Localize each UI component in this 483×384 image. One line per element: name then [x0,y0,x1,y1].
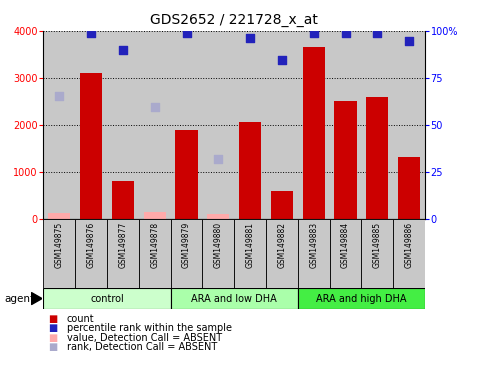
Text: agent: agent [5,293,35,304]
Point [405,38,413,44]
Bar [107,219,139,288]
Bar [266,219,298,288]
Text: GSM149883: GSM149883 [309,222,318,268]
Bar [112,181,134,219]
Text: GSM149882: GSM149882 [277,222,286,268]
Text: ARA and low DHA: ARA and low DHA [191,293,277,304]
Text: GSM149877: GSM149877 [118,222,128,268]
Bar [75,219,107,288]
Point [87,30,95,36]
Point [214,156,222,162]
Bar [361,219,393,288]
Text: ARA and high DHA: ARA and high DHA [316,293,407,304]
Text: count: count [67,314,94,324]
Bar [298,219,330,288]
Text: GSM149881: GSM149881 [246,222,255,268]
Point [183,30,190,36]
Bar [43,288,170,309]
Bar [298,288,425,309]
Bar [43,219,75,288]
Text: GSM149875: GSM149875 [55,222,64,268]
Point [341,30,349,36]
Text: GSM149879: GSM149879 [182,222,191,268]
Bar [393,219,425,288]
Bar [234,219,266,288]
Text: GSM149886: GSM149886 [405,222,413,268]
Polygon shape [31,293,42,305]
Text: GSM149884: GSM149884 [341,222,350,268]
Bar [48,213,71,219]
Bar [170,288,298,309]
Point [56,93,63,99]
Bar [329,219,361,288]
Bar [170,219,202,288]
Bar [175,129,198,219]
Text: ■: ■ [48,333,57,343]
Bar [202,219,234,288]
Point [119,46,127,53]
Text: GSM149876: GSM149876 [86,222,96,268]
Bar [366,96,388,219]
Point [310,30,318,36]
Text: ■: ■ [48,314,57,324]
Text: rank, Detection Call = ABSENT: rank, Detection Call = ABSENT [67,342,217,352]
Text: percentile rank within the sample: percentile rank within the sample [67,323,232,333]
Bar [80,73,102,219]
Text: GSM149885: GSM149885 [373,222,382,268]
Bar [334,101,356,219]
Point [246,35,254,41]
Bar [303,47,325,219]
Bar [143,212,166,219]
Bar [239,122,261,219]
Text: GDS2652 / 221728_x_at: GDS2652 / 221728_x_at [150,13,318,27]
Text: control: control [90,293,124,304]
Text: value, Detection Call = ABSENT: value, Detection Call = ABSENT [67,333,222,343]
Bar [398,157,420,219]
Bar [139,219,170,288]
Text: ■: ■ [48,342,57,352]
Point [278,57,286,63]
Bar [271,191,293,219]
Text: GSM149880: GSM149880 [214,222,223,268]
Point [373,30,381,36]
Text: ■: ■ [48,323,57,333]
Text: GSM149878: GSM149878 [150,222,159,268]
Point [151,104,158,110]
Bar [207,214,229,219]
